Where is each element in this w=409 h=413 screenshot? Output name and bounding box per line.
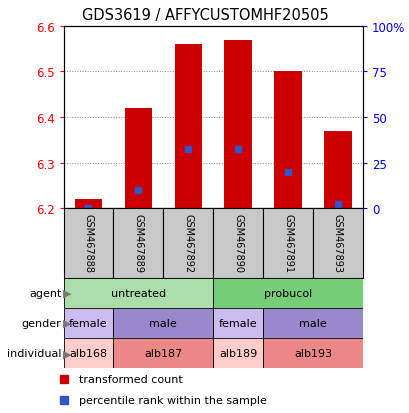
Text: ▶: ▶ <box>63 348 71 358</box>
Text: GSM467893: GSM467893 <box>332 214 342 273</box>
Bar <box>274 72 301 209</box>
Bar <box>63 308 113 338</box>
Bar <box>213 278 362 308</box>
Bar <box>324 131 351 209</box>
Bar <box>63 278 213 308</box>
Bar <box>74 199 102 209</box>
Bar <box>63 209 113 278</box>
Bar <box>312 209 362 278</box>
Text: transformed count: transformed count <box>79 375 182 385</box>
Text: GSM467891: GSM467891 <box>282 214 292 273</box>
Text: percentile rank within the sample: percentile rank within the sample <box>79 395 266 405</box>
Text: agent: agent <box>29 288 61 298</box>
Bar <box>224 40 251 209</box>
Bar <box>63 338 113 368</box>
Bar <box>163 209 213 278</box>
Bar <box>113 209 163 278</box>
Text: alb187: alb187 <box>144 348 182 358</box>
Bar <box>174 45 202 209</box>
Text: individual: individual <box>7 348 61 358</box>
Text: untreated: untreated <box>110 288 166 298</box>
Text: alb193: alb193 <box>293 348 331 358</box>
Bar <box>213 308 263 338</box>
Bar <box>113 338 213 368</box>
Text: GSM467890: GSM467890 <box>233 214 243 273</box>
Bar <box>213 209 263 278</box>
Text: gender: gender <box>22 318 61 328</box>
Text: GDS3619 / AFFYCUSTOMHF20505: GDS3619 / AFFYCUSTOMHF20505 <box>81 8 328 23</box>
Bar <box>263 209 312 278</box>
Text: female: female <box>218 318 257 328</box>
Text: ▶: ▶ <box>63 288 71 298</box>
Bar <box>124 109 152 209</box>
Bar <box>263 338 362 368</box>
Text: female: female <box>69 318 108 328</box>
Text: GSM467888: GSM467888 <box>83 214 93 273</box>
Text: GSM467889: GSM467889 <box>133 214 143 273</box>
Text: alb189: alb189 <box>218 348 256 358</box>
Text: ▶: ▶ <box>63 318 71 328</box>
Bar <box>263 308 362 338</box>
Text: alb168: alb168 <box>69 348 107 358</box>
Text: male: male <box>298 318 326 328</box>
Text: probucol: probucol <box>263 288 311 298</box>
Text: male: male <box>149 318 177 328</box>
Text: GSM467892: GSM467892 <box>183 214 193 273</box>
Bar <box>213 338 263 368</box>
Bar <box>113 308 213 338</box>
